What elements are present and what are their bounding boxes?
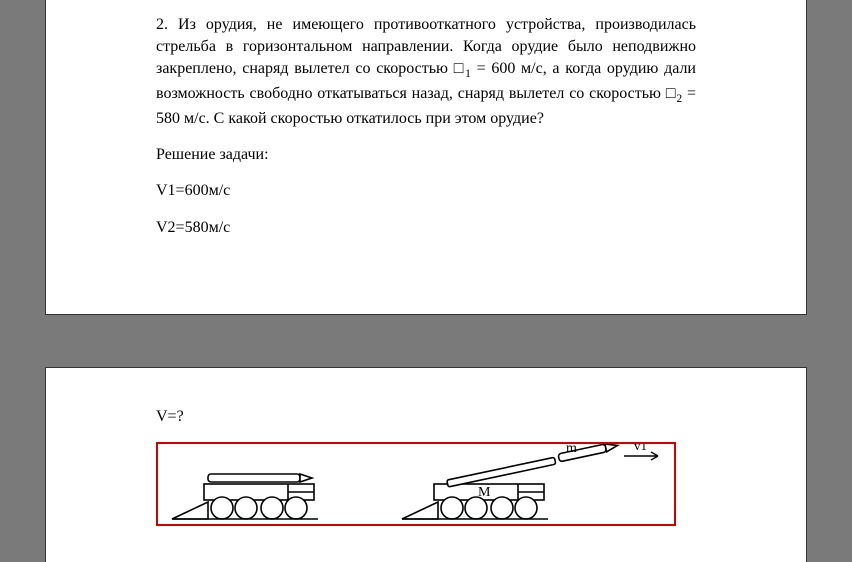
page-lower: V=?: [46, 368, 806, 562]
v1-symbol: □: [454, 60, 465, 77]
label-small-m: m: [566, 444, 577, 456]
given-line-2: V2=580м/с: [156, 217, 696, 239]
page-gap: [0, 314, 852, 368]
problem-text: 2. Из орудия, не имеющего противооткатно…: [156, 14, 696, 130]
page-upper: 2. Из орудия, не имеющего противооткатно…: [46, 0, 806, 314]
cannon-diagram: M m v: [158, 444, 674, 524]
diagram-container: M m v: [156, 442, 676, 526]
given-line-1: V1=600м/с: [156, 180, 696, 202]
v2-symbol: □: [666, 85, 677, 102]
find-line: V=?: [156, 406, 696, 428]
solution-label: Решение задачи:: [156, 144, 696, 166]
problem-number: 2.: [156, 16, 168, 33]
label-v1: v1: [634, 444, 647, 453]
